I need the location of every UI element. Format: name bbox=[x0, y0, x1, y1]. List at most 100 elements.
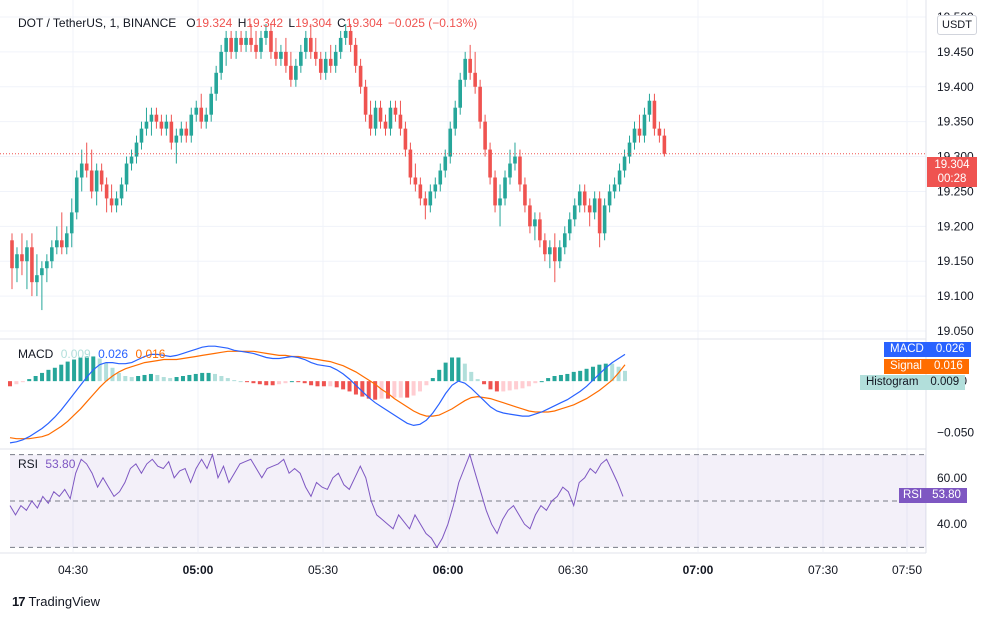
macd-histogram-bar bbox=[123, 376, 128, 382]
macd-histogram-bar bbox=[52, 367, 57, 382]
macd-histogram-bar bbox=[161, 377, 166, 382]
candle-body bbox=[134, 142, 139, 157]
macd-axis-tag: MACD 0.026 bbox=[884, 342, 971, 357]
price-tick-label: 19.350 bbox=[937, 115, 974, 129]
candle-body bbox=[438, 170, 443, 185]
macd-histogram-bar bbox=[238, 381, 243, 383]
tradingview-brand[interactable]: 17 TradingView bbox=[12, 594, 100, 609]
candle-body bbox=[318, 58, 323, 73]
symbol-legend: DOT / TetherUS, 1, BINANCE O19.324 H19.3… bbox=[18, 16, 479, 30]
macd-histogram-bar bbox=[597, 364, 602, 382]
macd-histogram-bar bbox=[385, 381, 390, 399]
candle-body bbox=[602, 205, 607, 234]
macd-histogram-bar bbox=[193, 373, 198, 382]
rsi-pane bbox=[9, 452, 926, 549]
macd-signal-line bbox=[9, 350, 626, 440]
candle-body bbox=[328, 58, 333, 66]
candle-body bbox=[239, 37, 243, 45]
candle-body bbox=[194, 107, 199, 115]
pane-separators bbox=[0, 0, 927, 554]
candle-body bbox=[572, 205, 577, 220]
macd-histogram-bar bbox=[539, 381, 544, 383]
macd-histogram-bar bbox=[610, 363, 615, 382]
candle-body bbox=[622, 156, 627, 171]
candle-body bbox=[74, 177, 79, 213]
macd-legend-label[interactable]: MACD bbox=[18, 347, 54, 361]
macd-histogram-bar bbox=[136, 376, 141, 382]
candle-body bbox=[478, 86, 482, 122]
candle-body bbox=[368, 114, 373, 129]
macd-histogram-bar bbox=[488, 381, 493, 390]
macd-histogram-bar bbox=[321, 381, 326, 387]
macd-legend-hist: 0.009 bbox=[60, 347, 91, 361]
signal-tag-value: 0.016 bbox=[927, 359, 969, 374]
time-tick-label: 06:30 bbox=[558, 563, 588, 577]
candle-body bbox=[84, 163, 89, 171]
macd-legend-signal: 0.016 bbox=[135, 347, 166, 361]
candle-body bbox=[582, 191, 587, 206]
candle-body bbox=[617, 170, 622, 185]
rsi-tick-label: 60.00 bbox=[937, 471, 967, 485]
macd-legend-macd: 0.026 bbox=[98, 347, 129, 361]
candle-body bbox=[642, 114, 647, 136]
candle-body bbox=[234, 37, 238, 52]
rsi-legend-label[interactable]: RSI bbox=[18, 457, 39, 471]
candle-body bbox=[294, 65, 298, 80]
macd-histogram-bar bbox=[373, 381, 378, 400]
low-label: L bbox=[288, 16, 296, 30]
macd-histogram-bar bbox=[219, 376, 224, 382]
time-tick-label: 06:00 bbox=[433, 563, 464, 577]
candle-body bbox=[289, 65, 293, 80]
candle-body bbox=[418, 184, 423, 199]
candle-body bbox=[657, 128, 662, 136]
macd-histogram-bar bbox=[65, 361, 70, 382]
candle-body bbox=[109, 198, 114, 206]
candle-body bbox=[30, 247, 34, 283]
macd-histogram-bar bbox=[469, 371, 474, 382]
price-tick-label: 19.150 bbox=[937, 254, 974, 268]
macd-histogram-bar bbox=[33, 376, 38, 382]
macd-histogram-bar bbox=[418, 381, 422, 392]
candle-body bbox=[10, 240, 14, 269]
open-value: 19.324 bbox=[195, 16, 233, 30]
macd-histogram-bar bbox=[110, 367, 115, 382]
macd-histogram-bar bbox=[546, 378, 551, 382]
candle-body bbox=[343, 30, 348, 38]
candle-body bbox=[632, 128, 637, 143]
last-price-value: 19.304 bbox=[934, 159, 970, 171]
symbol-title[interactable]: DOT / TetherUS, 1, BINANCE bbox=[18, 16, 177, 30]
candle-body bbox=[199, 107, 204, 122]
macd-histogram-bar bbox=[353, 381, 358, 395]
macd-histogram-bar bbox=[334, 381, 339, 388]
low-value: 19.304 bbox=[295, 16, 332, 30]
price-axis[interactable]: 19.50019.45019.40019.35019.30019.25019.2… bbox=[937, 10, 974, 531]
candle-body bbox=[453, 107, 458, 129]
histogram-axis-tag: Histogram 0.009 bbox=[860, 375, 966, 390]
macd-histogram-bar bbox=[8, 381, 12, 387]
candle-body bbox=[229, 37, 233, 52]
candle-body bbox=[353, 44, 358, 66]
candle-body bbox=[184, 128, 189, 136]
candle-body bbox=[164, 121, 169, 129]
candle-body bbox=[393, 107, 398, 115]
time-tick-label: 05:00 bbox=[183, 563, 214, 577]
macd-histogram-bar bbox=[206, 372, 211, 382]
macd-histogram-bar bbox=[116, 372, 121, 382]
candle-body bbox=[269, 30, 273, 52]
time-tick-label: 07:50 bbox=[892, 563, 922, 577]
candle-body bbox=[25, 247, 29, 262]
rsi-tag-value: 53.80 bbox=[926, 488, 967, 503]
price-tick-label: 19.100 bbox=[937, 289, 974, 303]
macd-tag-name: MACD bbox=[884, 342, 930, 357]
candle-body bbox=[159, 121, 164, 129]
open-label: O bbox=[186, 16, 196, 30]
candle-body bbox=[473, 72, 477, 87]
time-axis[interactable]: 04:30 05:00 05:30 06:00 06:30 07:00 07:30 07:50 bbox=[58, 563, 922, 577]
currency-selector[interactable]: USDT bbox=[937, 15, 977, 35]
macd-histogram-bar bbox=[424, 381, 429, 386]
macd-histogram-bar bbox=[616, 366, 621, 382]
bar-countdown: 00:28 bbox=[937, 173, 967, 185]
price-tick-label: 19.050 bbox=[937, 324, 974, 338]
candle-body bbox=[443, 156, 448, 171]
